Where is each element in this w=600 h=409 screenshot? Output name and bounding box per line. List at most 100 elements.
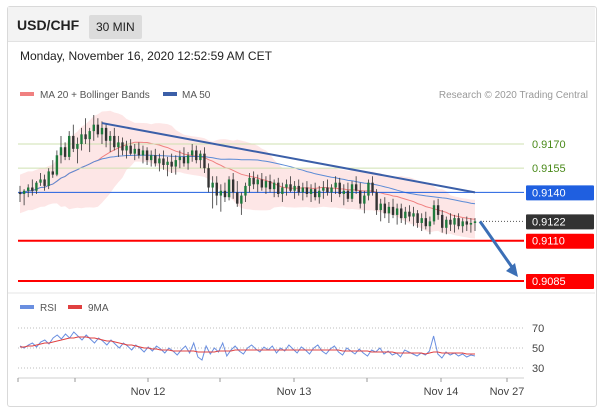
candle bbox=[309, 184, 313, 203]
currency-pair-title: USD/CHF bbox=[17, 17, 80, 33]
candle bbox=[363, 190, 366, 214]
candle bbox=[236, 181, 239, 207]
candle bbox=[207, 163, 210, 193]
candle bbox=[174, 155, 177, 175]
candle bbox=[22, 189, 26, 206]
level-badge-0.9140 bbox=[526, 185, 594, 201]
level-badge-0.9122 bbox=[526, 214, 594, 230]
candle bbox=[473, 218, 477, 232]
level-label-0.9085: 0.9085 bbox=[532, 276, 566, 288]
candle bbox=[178, 150, 182, 169]
candle bbox=[371, 176, 374, 196]
candle bbox=[305, 181, 309, 198]
candle bbox=[285, 179, 288, 196]
candle bbox=[170, 153, 173, 174]
candle bbox=[436, 198, 440, 220]
candle bbox=[31, 179, 34, 196]
candle bbox=[129, 139, 132, 156]
candle bbox=[108, 131, 112, 153]
candle bbox=[346, 182, 350, 203]
level-badge-0.9085 bbox=[526, 274, 594, 289]
candle bbox=[277, 177, 280, 198]
candle bbox=[158, 153, 161, 172]
rsi-line bbox=[19, 331, 476, 361]
candle bbox=[408, 205, 411, 222]
candle bbox=[350, 181, 354, 203]
candle bbox=[256, 174, 259, 193]
candle bbox=[264, 176, 268, 194]
x-tick-label: Nov 14 bbox=[424, 386, 459, 398]
candle bbox=[260, 173, 264, 191]
candle bbox=[244, 182, 247, 203]
candle bbox=[379, 198, 382, 222]
candle bbox=[359, 182, 362, 209]
candle bbox=[367, 179, 370, 201]
candle bbox=[322, 181, 325, 199]
candle bbox=[318, 185, 321, 204]
candle bbox=[121, 137, 124, 156]
candle bbox=[469, 218, 473, 233]
level-label-0.9110: 0.9110 bbox=[532, 236, 565, 248]
candle bbox=[432, 200, 436, 225]
candle bbox=[281, 182, 284, 203]
candle bbox=[293, 181, 296, 199]
candle bbox=[203, 147, 206, 174]
candle bbox=[154, 148, 157, 167]
candle bbox=[133, 144, 136, 161]
candle bbox=[338, 177, 341, 198]
forecast-arrow-head bbox=[506, 263, 518, 277]
x-axis: Nov 12 Nov 13 Nov 14 Nov 27 bbox=[17, 378, 524, 398]
candle bbox=[252, 171, 255, 190]
rsi-level-label-50: 50 bbox=[532, 343, 544, 355]
ma9-legend-swatch bbox=[68, 305, 82, 309]
candle bbox=[248, 173, 251, 193]
candle bbox=[424, 211, 428, 230]
rsi-legend-swatch bbox=[20, 305, 34, 309]
rsi-level-label-30: 30 bbox=[532, 363, 544, 375]
candle bbox=[55, 150, 59, 177]
price-plot-area: 0.9170 0.9155 0.9140 0.9122 0.9110 0.9085 bbox=[18, 110, 594, 289]
candle bbox=[240, 192, 243, 215]
candle bbox=[51, 160, 54, 178]
candle bbox=[166, 156, 169, 177]
rsi-level-label-70: 70 bbox=[532, 323, 544, 335]
candle bbox=[465, 216, 469, 232]
candle bbox=[26, 184, 30, 198]
trendline bbox=[101, 122, 476, 194]
level-label-0.9155: 0.9155 bbox=[532, 163, 566, 175]
candle bbox=[162, 150, 165, 170]
candle bbox=[301, 182, 305, 201]
candle bbox=[104, 123, 108, 148]
candle bbox=[268, 174, 272, 193]
candle bbox=[441, 210, 444, 233]
candle bbox=[391, 198, 395, 219]
candle bbox=[420, 213, 423, 232]
candle bbox=[190, 144, 194, 162]
forecast-arrow bbox=[478, 220, 516, 271]
candle bbox=[461, 218, 464, 233]
candle bbox=[342, 184, 346, 206]
candle bbox=[141, 145, 145, 164]
candle bbox=[297, 179, 300, 196]
rsi-legend-label: RSI bbox=[40, 303, 57, 314]
candle bbox=[223, 182, 227, 203]
candle bbox=[145, 147, 149, 165]
ma50-legend-label: MA 50 bbox=[182, 90, 211, 101]
candle bbox=[96, 118, 100, 138]
candle bbox=[125, 140, 128, 159]
candle bbox=[313, 182, 317, 201]
level-badge-0.9110 bbox=[526, 233, 594, 249]
ma20-legend-label: MA 20 + Bollinger Bands bbox=[40, 90, 150, 101]
candle bbox=[334, 176, 337, 194]
candle bbox=[289, 176, 292, 193]
candle bbox=[59, 135, 63, 164]
ma50-legend-swatch bbox=[163, 92, 177, 96]
candle bbox=[416, 210, 419, 228]
candle bbox=[186, 152, 190, 170]
copyright-label: Research © 2020 Trading Central bbox=[439, 90, 588, 101]
candle bbox=[428, 216, 432, 235]
timeframe-button[interactable]: 30 MIN bbox=[89, 15, 142, 39]
candle bbox=[84, 118, 87, 144]
bollinger-bands bbox=[20, 110, 475, 239]
